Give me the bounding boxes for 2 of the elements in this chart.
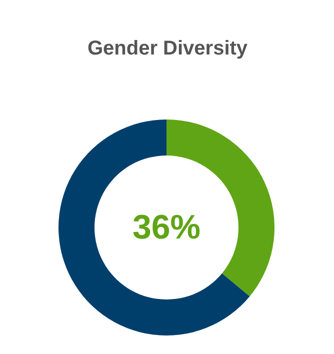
text: 36% [132,208,201,246]
chart-title: Gender Diversity [87,38,248,60]
